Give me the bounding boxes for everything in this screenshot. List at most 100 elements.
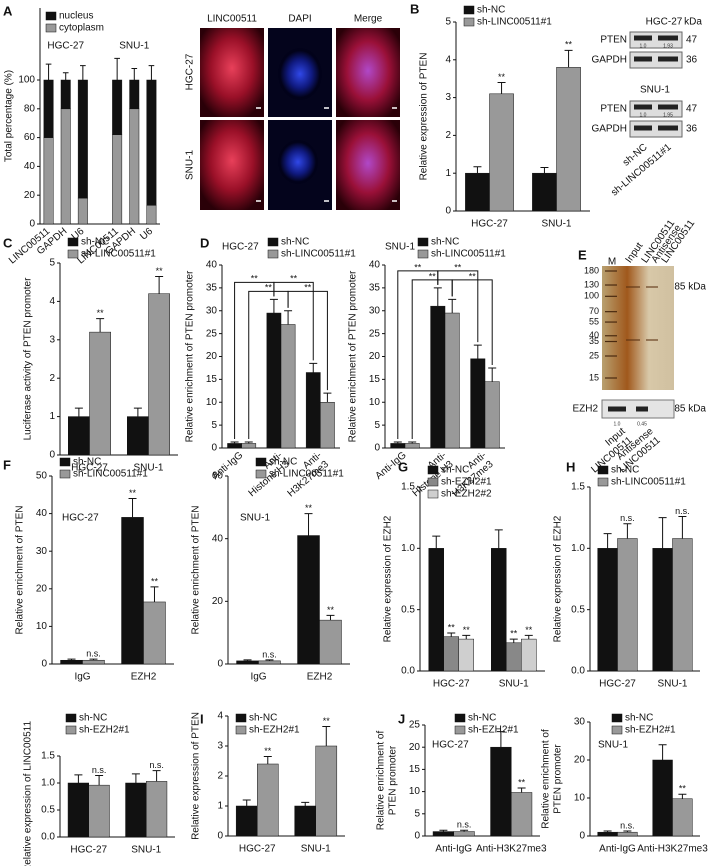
bar <box>258 660 281 665</box>
legend-label: sh-NC <box>281 237 309 248</box>
quant-label: 1.95 <box>663 112 673 118</box>
error-bar <box>89 658 98 661</box>
legend-label: sh-EZH2#1 <box>625 725 676 736</box>
bar <box>491 548 507 672</box>
y-tick-label: 5 <box>445 17 451 28</box>
error-bar <box>473 344 482 359</box>
x-tick-label: SNU-1 <box>133 463 163 474</box>
ladder-label: 130 <box>584 279 599 289</box>
x-tick-label: SNU-1 <box>541 219 571 230</box>
y-tick-label: 3 <box>49 334 55 345</box>
y-tick-label: 0.5 <box>571 604 585 615</box>
bracket-label: ** <box>304 283 312 293</box>
error-bar <box>45 63 52 80</box>
bar <box>129 108 140 225</box>
error-bar <box>152 770 161 782</box>
y-tick-label: 4 <box>49 296 55 307</box>
legend-label: sh-LINC00511#1 <box>81 249 156 260</box>
subtitle: SNU-1 <box>385 242 415 253</box>
error-bar <box>96 318 105 333</box>
bar <box>60 108 71 225</box>
error-bar <box>447 632 456 637</box>
error-bar <box>74 407 83 417</box>
bar <box>43 79 54 138</box>
panel-letter: H <box>566 459 575 474</box>
group-label: HGC-27 <box>47 41 84 52</box>
bar <box>241 443 257 449</box>
y-tick-label: 30 <box>36 546 48 557</box>
x-tick-label: EZH2 <box>307 672 333 683</box>
y-axis-label: Relative enrichment of <box>376 731 387 831</box>
unit-label: kDa <box>684 17 702 28</box>
bar <box>146 205 157 225</box>
nucleus-stain <box>278 140 318 184</box>
bracket-label: ** <box>454 262 462 272</box>
panel-letter: E <box>578 247 587 262</box>
error-bar <box>564 49 573 68</box>
y-tick-label: 25 <box>409 720 421 731</box>
x-tick-label: SNU-1 <box>499 679 529 690</box>
bar <box>127 416 149 456</box>
bar <box>390 443 406 449</box>
bar <box>236 660 259 665</box>
significance-label: n.s. <box>675 506 690 516</box>
panel-letter: D <box>200 235 209 250</box>
significance-label: ** <box>129 488 137 498</box>
legend-swatch <box>463 17 475 27</box>
x-tick-label: HGC-27 <box>433 679 470 690</box>
error-bar <box>323 392 332 403</box>
error-bar <box>131 67 138 80</box>
ladder-label: 15 <box>589 372 599 382</box>
y-tick-label: 0 <box>217 659 223 670</box>
significance-label: ** <box>525 625 533 635</box>
error-bar <box>439 829 448 832</box>
legend-label: sh-NC <box>79 713 107 724</box>
band-label: 85 kDa <box>674 282 706 293</box>
error-bar <box>155 275 164 294</box>
significance-label: ** <box>463 625 471 635</box>
bar <box>453 831 475 837</box>
error-bar <box>393 441 402 444</box>
significance-label: n.s. <box>457 820 472 830</box>
y-tick-label: 0.0 <box>401 666 415 677</box>
error-bar <box>304 513 313 536</box>
error-bar <box>95 774 104 786</box>
legend-label: sh-NC <box>73 457 101 468</box>
error-bar <box>114 57 120 80</box>
y-tick-label: 20 <box>24 190 36 201</box>
x-tick-label: U6 <box>138 226 155 243</box>
error-bar <box>496 731 505 748</box>
significance-label: ** <box>156 266 164 276</box>
y-tick-label: 0 <box>445 206 451 217</box>
error-bar <box>603 830 612 833</box>
bar <box>148 293 170 456</box>
error-bar <box>269 298 278 314</box>
subtitle: HGC-27 <box>62 513 99 524</box>
x-tick-label: SNU-1 <box>301 844 331 855</box>
legend-swatch <box>454 725 466 735</box>
legend-swatch <box>267 249 279 259</box>
y-tick-label: 20 <box>206 351 218 362</box>
y-tick-label: 1.0 <box>401 543 415 554</box>
x-tick-label: Anti-IgG <box>435 844 472 855</box>
x-tick-label: IgG <box>250 672 266 683</box>
significance-label: n.s. <box>262 649 277 659</box>
y-tick-label: 30 <box>206 305 218 316</box>
y-axis-label: PTEN promoter <box>388 745 399 815</box>
y-tick-label: 10 <box>206 397 218 408</box>
legend-swatch <box>427 489 439 499</box>
bar <box>672 538 693 672</box>
legend-swatch <box>463 5 475 15</box>
band-size: 47 <box>686 35 698 46</box>
y-tick-label: 1.5 <box>401 482 415 493</box>
x-tick-label: SNU-1 <box>657 679 687 690</box>
band-size: 47 <box>686 104 698 115</box>
y-axis-label: Total percentage (%) <box>4 70 15 162</box>
legend-label: sh-LINC00511#1 <box>73 469 148 480</box>
bar <box>112 79 123 135</box>
significance-label: n.s. <box>92 765 107 775</box>
bar <box>60 79 71 110</box>
bar <box>617 538 638 672</box>
bar <box>88 784 110 838</box>
